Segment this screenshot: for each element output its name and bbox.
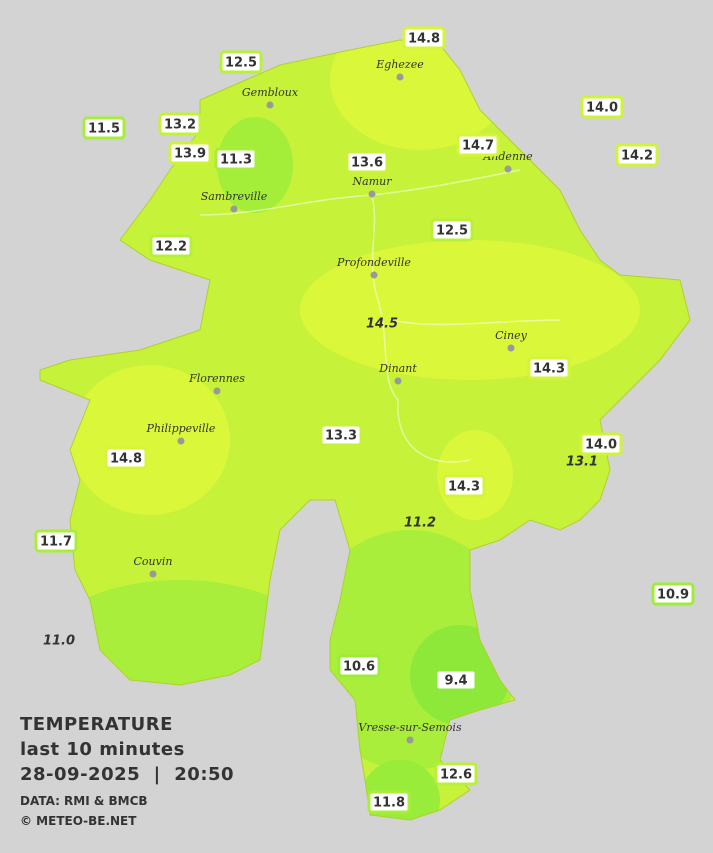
station-value: 13.3	[325, 429, 357, 444]
station-box	[651, 582, 695, 606]
city-label: Dinant	[378, 362, 417, 375]
city-label: Couvin	[134, 555, 173, 568]
station-value: 11.7	[40, 535, 72, 550]
station-box	[442, 474, 486, 498]
station-box	[615, 143, 659, 167]
city-label: Florennes	[188, 372, 245, 385]
station-value: 13.9	[174, 147, 206, 162]
station-box	[104, 446, 148, 470]
station-value: 11.0	[43, 634, 75, 649]
station-box	[214, 147, 258, 171]
station-box	[434, 668, 478, 692]
legend-source: DATA: RMI & BMCB	[20, 794, 148, 808]
station-box	[579, 432, 623, 456]
legend-period: last 10 minutes	[20, 739, 185, 760]
station-value: 10.9	[657, 588, 689, 603]
legend-title: TEMPERATURE	[20, 714, 173, 735]
station-value: 10.6	[343, 660, 375, 675]
station-box	[402, 26, 446, 50]
station-value: 11.3	[220, 153, 252, 168]
station-value: 14.3	[533, 362, 565, 377]
city-dot	[177, 437, 185, 445]
province-border	[39, 39, 691, 821]
station-box	[149, 234, 193, 258]
station-box	[82, 116, 126, 140]
station-value: 14.8	[408, 32, 440, 47]
station-value: 12.5	[225, 56, 257, 71]
station-value: 14.2	[621, 149, 653, 164]
legend: TEMPERATURE last 10 minutes 28-09-2025 |…	[20, 712, 234, 831]
station-value: 11.8	[373, 796, 405, 811]
city-label: Profondeville	[336, 256, 411, 269]
station-box	[319, 423, 363, 447]
station-value: 14.5	[366, 317, 398, 332]
city-dot	[394, 377, 402, 385]
city-label: Ciney	[495, 329, 528, 342]
city-dot	[230, 205, 238, 213]
city-dot	[396, 73, 404, 81]
station-value: 9.4	[444, 674, 467, 689]
station-box	[430, 218, 474, 242]
city-dot	[368, 190, 376, 198]
station-value: 14.3	[448, 480, 480, 495]
city-dot	[213, 387, 221, 395]
city-label: Namur	[352, 175, 393, 188]
station-value: 14.8	[110, 452, 142, 467]
station-box	[527, 356, 571, 380]
station-box	[34, 529, 78, 553]
station-box	[367, 790, 411, 814]
city-dot	[370, 271, 378, 279]
station-value: 11.5	[88, 122, 120, 137]
city-dot	[149, 570, 157, 578]
city-dot	[504, 165, 512, 173]
station-box	[434, 762, 478, 786]
city-label: Eghezee	[375, 58, 424, 71]
station-value: 12.2	[155, 240, 187, 255]
station-value: 13.1	[566, 455, 598, 470]
station-box	[219, 50, 263, 74]
station-box	[345, 150, 389, 174]
city-dot	[507, 344, 515, 352]
city-dot	[406, 736, 414, 744]
station-value: 12.5	[436, 224, 468, 239]
city-label: Gembloux	[242, 86, 299, 99]
legend-datetime: 28-09-2025 | 20:50	[20, 764, 235, 785]
station-box	[158, 112, 202, 136]
station-box	[168, 141, 212, 165]
station-box	[580, 95, 624, 119]
city-label: Philippeville	[146, 422, 216, 435]
city-label: Sambreville	[201, 190, 268, 203]
station-value: 13.2	[164, 118, 196, 133]
city-label: Vresse-sur-Semois	[358, 721, 462, 734]
station-value: 11.2	[404, 516, 436, 531]
station-value: 14.0	[585, 438, 617, 453]
station-box	[337, 654, 381, 678]
station-value: 12.6	[440, 768, 472, 783]
legend-copyright: © METEO-BE.NET	[20, 814, 137, 828]
station-value: 14.7	[462, 139, 494, 154]
city-dot	[266, 101, 274, 109]
station-value: 13.6	[351, 156, 383, 171]
station-box	[456, 133, 500, 157]
station-value: 14.0	[586, 101, 618, 116]
